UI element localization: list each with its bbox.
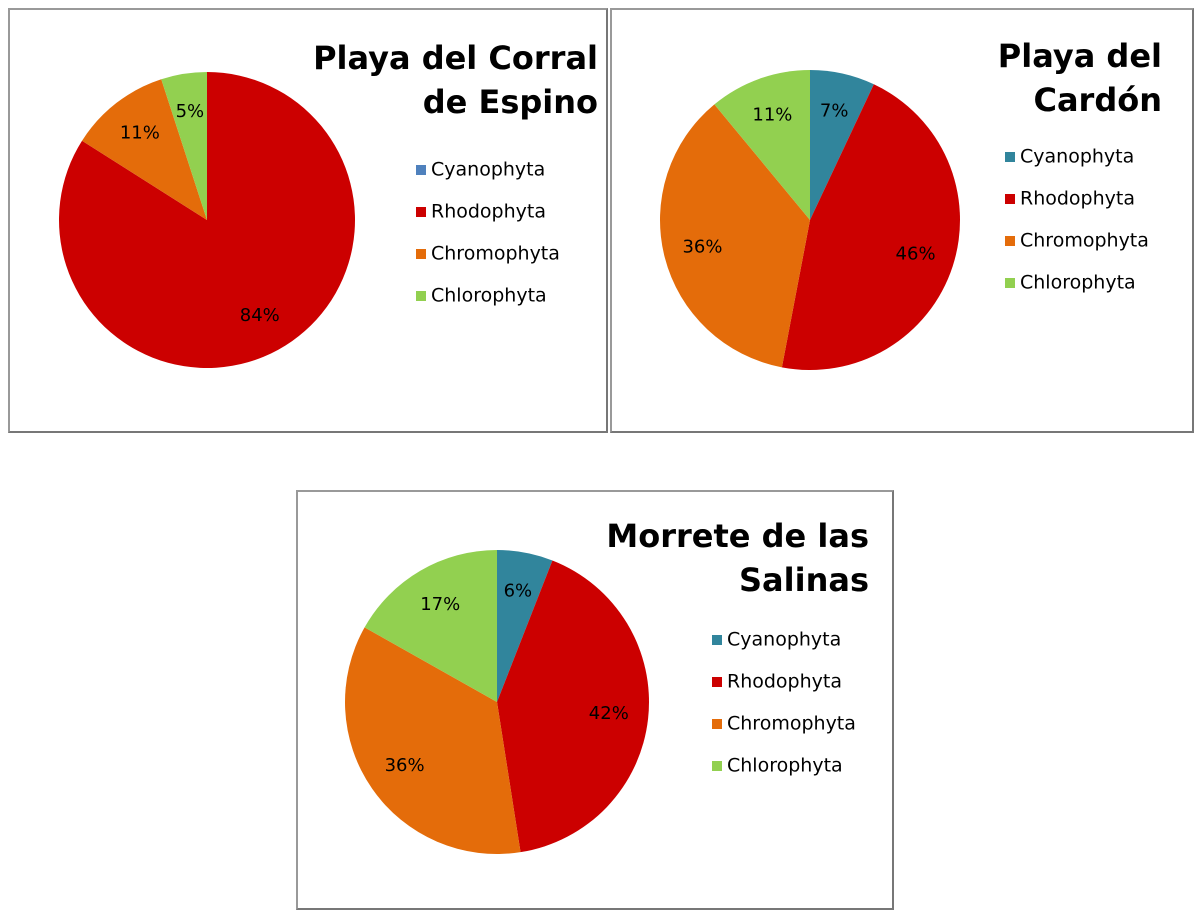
legend-label: Chromophyta bbox=[727, 713, 856, 735]
legend-label: Cyanophyta bbox=[431, 159, 545, 181]
legend-swatch bbox=[416, 207, 426, 217]
data-label: 6% bbox=[504, 580, 533, 601]
chart-title: Playa del Corral de Espino bbox=[313, 39, 598, 121]
legend-label: Cyanophyta bbox=[1020, 146, 1134, 168]
data-label: 36% bbox=[682, 237, 722, 258]
legend-label: Rhodophyta bbox=[727, 671, 842, 693]
legend-swatch bbox=[416, 291, 426, 301]
data-label: 46% bbox=[896, 243, 936, 264]
legend-swatch bbox=[1005, 278, 1015, 288]
legend-label: Chlorophyta bbox=[1020, 272, 1136, 294]
data-label: 7% bbox=[820, 101, 849, 122]
data-label: 11% bbox=[752, 105, 792, 126]
data-label: 42% bbox=[589, 703, 629, 724]
legend-label: Chromophyta bbox=[431, 243, 560, 265]
chart-title: Morrete de las Salinas bbox=[606, 517, 869, 599]
legend-swatch bbox=[712, 635, 722, 645]
legend-swatch bbox=[416, 165, 426, 175]
legend-swatch bbox=[1005, 152, 1015, 162]
data-label: 17% bbox=[420, 594, 460, 615]
pie-slice bbox=[161, 72, 207, 220]
legend-swatch bbox=[1005, 194, 1015, 204]
pie-slice bbox=[497, 560, 649, 853]
legend-swatch bbox=[712, 677, 722, 687]
pie-slice bbox=[781, 84, 960, 370]
legend-swatch bbox=[1005, 236, 1015, 246]
pie-slice bbox=[660, 104, 810, 368]
legend-label: Chlorophyta bbox=[727, 755, 843, 777]
legend-label: Cyanophyta bbox=[727, 629, 841, 651]
chart-title: Playa del Cardón bbox=[997, 37, 1162, 119]
pie-slice bbox=[364, 550, 497, 702]
data-label: 36% bbox=[385, 755, 425, 776]
legend-label: Chromophyta bbox=[1020, 230, 1149, 252]
legend-swatch bbox=[416, 249, 426, 259]
pie-slice bbox=[82, 79, 207, 220]
pie-slice bbox=[714, 70, 810, 220]
data-label: 11% bbox=[120, 122, 160, 143]
legend-swatch bbox=[712, 719, 722, 729]
legend-label: Chlorophyta bbox=[431, 285, 547, 307]
pie-slice bbox=[345, 627, 521, 854]
legend-swatch bbox=[712, 761, 722, 771]
legend-label: Rhodophyta bbox=[1020, 188, 1135, 210]
legend-label: Rhodophyta bbox=[431, 201, 546, 223]
data-label: 5% bbox=[176, 101, 205, 122]
pie-slice bbox=[497, 550, 553, 702]
data-label: 84% bbox=[240, 305, 280, 326]
pie-slice bbox=[810, 70, 874, 220]
